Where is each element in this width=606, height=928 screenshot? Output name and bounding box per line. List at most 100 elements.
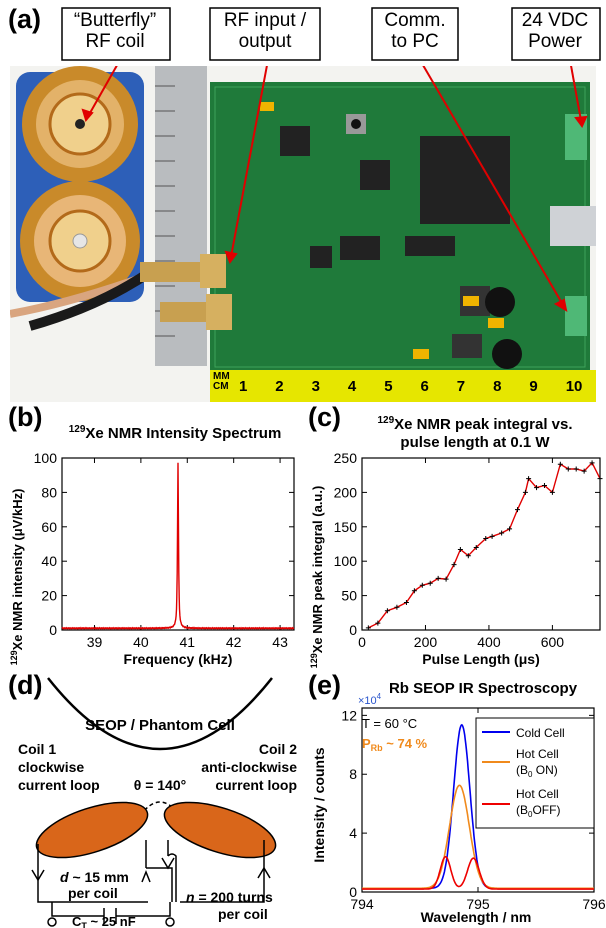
chart-c-point	[384, 608, 390, 614]
coil-schematic: SEOP / Phantom Cell Coil 1 clockwise cur…	[18, 677, 297, 928]
circuit-wires	[31, 840, 271, 924]
chart-c-point	[394, 604, 400, 610]
panel-e-letter: (e)	[308, 670, 341, 700]
ruler-tick-label: 5	[384, 378, 393, 395]
chart-e-ir: ×104 794 795 796 0 4 8 12 T = 60 °C PRb ~ 74 %…	[311, 692, 606, 925]
legend-hot-on-2: (B0 ON)	[516, 763, 558, 779]
chart-c-point	[489, 533, 495, 539]
panel-c-title: 129Xe NMR peak integral vs. pulse length…	[377, 415, 573, 451]
panel-d-letter: (d)	[8, 670, 43, 700]
chart-c-point	[473, 544, 479, 550]
legend-hot-off-1: Hot Cell	[516, 787, 559, 801]
chart-c-xlabel: Pulse Length (μs)	[422, 651, 539, 667]
coil2-ellipse	[163, 801, 277, 859]
plot-frame	[61, 457, 295, 631]
pcb-photo: MM CM 123456789101	[10, 66, 596, 402]
chart-c-point	[419, 582, 425, 588]
chart-c-point	[597, 476, 603, 482]
chart-c-point	[549, 489, 555, 495]
chart-c-integral: 0 200 400 600 0 50 100 150 200 250 Pulse Length (…	[309, 450, 603, 669]
chart-c-point	[522, 489, 528, 495]
y-tick-label: 20	[41, 588, 57, 604]
x-tick-label: 796	[582, 896, 606, 912]
y-tick-label: 4	[349, 825, 357, 841]
y-tick-label: 50	[341, 588, 357, 604]
callout-rf-io: RF input / output	[223, 10, 307, 52]
ruler-tick-label: 6	[420, 378, 429, 395]
ruler-unit-label: MM CM	[213, 371, 230, 392]
coil2-label-1: Coil 2	[259, 741, 297, 757]
ct-label: CT ~ 25 nF	[72, 914, 136, 928]
x-tick-label: 42	[226, 634, 242, 650]
x-tick-label: 794	[350, 896, 374, 912]
chart-c-point	[365, 625, 371, 631]
chart-e-series-1	[362, 784, 594, 890]
chart-c-ylabel: 129Xe NMR peak integral (a.u.)	[309, 486, 325, 669]
y-tick-label: 0	[49, 622, 57, 638]
callout-comm-pc: Comm. to PC	[384, 10, 446, 52]
panel-b-letter: (b)	[8, 402, 43, 432]
y-tick-label: 250	[334, 450, 358, 466]
ruler-tick-label: 2	[275, 378, 284, 395]
cell-label: SEOP / Phantom Cell	[85, 717, 235, 734]
panel-b-title: 129Xe NMR Intensity Spectrum	[68, 424, 282, 442]
chart-c-point	[514, 507, 520, 513]
chart-c-point	[499, 530, 505, 536]
x-tick-label: 39	[87, 634, 103, 650]
y-tick-label: 100	[34, 450, 58, 466]
d-label-line2: per coil	[68, 885, 118, 901]
x-tick-label: 400	[477, 634, 501, 650]
y-tick-label: 150	[334, 519, 358, 535]
chart-c-line	[367, 461, 601, 629]
ruler-tick-label: 4	[347, 378, 357, 395]
ruler-tick-label: 1	[239, 378, 248, 395]
coil2-label-3: current loop	[215, 777, 297, 793]
coil1-label-1: Coil 1	[18, 741, 56, 757]
x-tick-label: 795	[466, 896, 490, 912]
y-tick-label: 0	[349, 622, 357, 638]
chart-c-point	[451, 562, 457, 568]
panel-c-letter: (c)	[308, 402, 341, 432]
temp-label: T = 60 °C	[362, 716, 417, 731]
callout-boxes	[61, 7, 601, 61]
coil1-label-3: current loop	[18, 777, 100, 793]
chart-c-point	[565, 466, 571, 472]
legend-hot-on-1: Hot Cell	[516, 747, 559, 761]
pcb-photo-illustration	[10, 66, 596, 402]
plot-frame	[361, 457, 601, 631]
chart-b-line	[61, 462, 295, 631]
legend-hot-off-2: (B0OFF)	[516, 803, 560, 819]
legend-cold: Cold Cell	[516, 726, 565, 740]
chart-c-point	[526, 476, 532, 482]
d-label: d ~ 15 mm	[60, 869, 129, 885]
chart-c-point	[443, 576, 449, 582]
cell-arc	[47, 677, 273, 751]
y-tick-label: 200	[334, 484, 358, 500]
x-tick-label: 43	[272, 634, 288, 650]
chart-c-point	[465, 553, 471, 559]
chart-c-point	[589, 460, 595, 466]
y-tick-label: 0	[349, 884, 357, 900]
y-tick-label: 40	[41, 553, 57, 569]
ruler-tick-label: 8	[493, 378, 502, 395]
chart-e-ylabel: Intensity / counts	[311, 747, 327, 862]
x-tick-label: 0	[358, 634, 366, 650]
ruler-tick-label: 9	[529, 378, 538, 395]
panel-e-title: Rb SEOP IR Spectroscopy	[388, 680, 578, 697]
chart-c-point	[483, 535, 489, 541]
prb-label: PRb ~ 74 %	[362, 736, 428, 753]
x-tick-label: 600	[541, 634, 565, 650]
callout-power: 24 VDC Power	[521, 10, 589, 52]
y-tick-label: 12	[341, 707, 357, 723]
y-tick-label: 100	[334, 553, 358, 569]
chart-c-point	[541, 483, 547, 489]
chart-c-point	[573, 466, 579, 472]
coil1-ellipse	[35, 801, 149, 859]
chart-e-series-2	[362, 855, 594, 890]
n-label-line2: per coil	[218, 906, 268, 922]
y-tick-label: 8	[349, 766, 357, 782]
chart-e-legend: Cold Cell Hot Cell (B0 ON) Hot Cell (B0O…	[475, 717, 595, 829]
chart-c-point	[457, 547, 463, 553]
chart-b-ylabel: 129Xe NMR intensity (μV/kHz)	[9, 489, 25, 666]
ruler-tick-label: 7	[456, 378, 466, 395]
